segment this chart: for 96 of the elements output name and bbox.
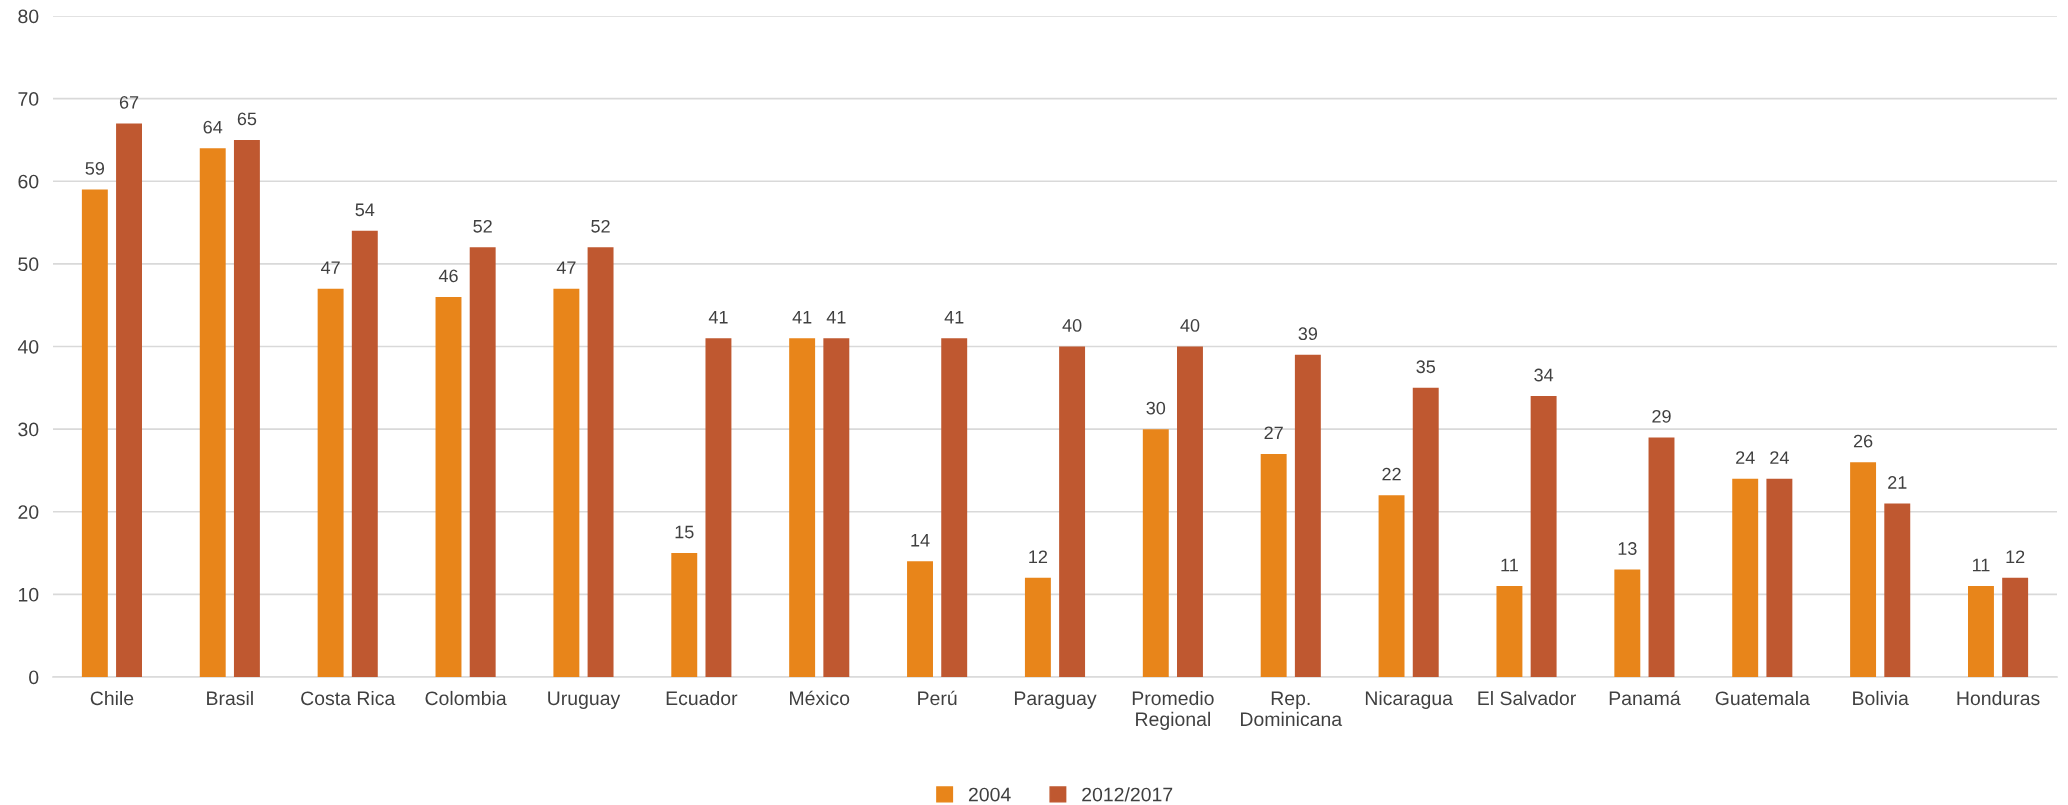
data-label: 67 (119, 95, 139, 109)
data-label: 34 (1534, 368, 1554, 382)
data-label: 52 (591, 219, 610, 233)
data-label: 26 (1853, 434, 1873, 448)
data-label: 47 (320, 261, 340, 274)
data-label: 40 (1180, 319, 1200, 332)
data-label: 11 (1501, 558, 1518, 572)
data-label: 41 (708, 310, 728, 324)
x-tick-label: Nicaragua (1365, 690, 1453, 710)
x-tick-label: Ecuador (666, 690, 738, 706)
data-label: 22 (1382, 467, 1401, 481)
y-tick-label: 0 (29, 670, 39, 685)
bar (81, 189, 108, 677)
y-tick-label: 80 (18, 9, 39, 24)
bar (116, 123, 142, 677)
bar (1496, 586, 1523, 677)
y-tick-label: 60 (18, 174, 39, 189)
bar (199, 148, 226, 677)
data-label: 41 (944, 310, 964, 324)
data-label: 12 (1029, 550, 1048, 563)
legend-label: 2004 (968, 787, 1011, 802)
y-tick-label: 10 (18, 587, 39, 602)
x-tick-label: Costa Rica (301, 690, 396, 706)
x-tick-label: Uruguay (548, 691, 621, 710)
data-label: 64 (203, 120, 223, 134)
x-tick-label: Guatemala (1715, 690, 1810, 706)
bar (1766, 478, 1793, 677)
data-label: 65 (237, 112, 257, 126)
bar (317, 288, 344, 677)
data-label: 40 (1062, 319, 1082, 332)
data-label: 46 (438, 269, 458, 283)
bar (1732, 478, 1759, 677)
data-label: 21 (1888, 476, 1907, 489)
bar (1968, 586, 1994, 677)
bar (1260, 453, 1287, 677)
bar (1412, 387, 1439, 677)
y-tick-label: 70 (18, 92, 39, 106)
data-label: 11 (1972, 558, 1990, 572)
data-label: 54 (355, 203, 375, 217)
data-label: 15 (675, 525, 694, 539)
bar (1378, 495, 1405, 677)
x-tick-label: Colombia (425, 690, 507, 706)
data-label: 27 (1264, 426, 1283, 440)
bar (2002, 577, 2029, 677)
data-label: 12 (2006, 550, 2025, 563)
y-tick-label: 20 (18, 505, 39, 519)
x-tick-label: Perú (918, 690, 957, 706)
bar (1614, 569, 1641, 677)
x-tick-label: Honduras (1957, 690, 2040, 706)
bar (553, 288, 580, 677)
y-tick-label: 40 (17, 339, 39, 354)
x-tick-label: Panamá (1609, 690, 1681, 706)
bar (1294, 354, 1321, 677)
bar (435, 296, 462, 677)
data-label: 52 (473, 219, 492, 233)
y-tick-label: 30 (18, 422, 39, 437)
x-tick-label: Rep. Dominicana (1241, 691, 1343, 727)
data-label: 41 (826, 310, 846, 324)
x-tick-label: El Salvador (1478, 690, 1576, 706)
bar (1850, 462, 1877, 677)
bar (351, 230, 378, 677)
data-label: 41 (792, 310, 812, 324)
bar (1059, 346, 1086, 677)
bar (1142, 429, 1169, 677)
data-label: 24 (1736, 451, 1755, 464)
data-label: 59 (85, 162, 105, 175)
bar (671, 553, 698, 677)
x-tick-label: Brasil (207, 690, 253, 706)
bar (789, 338, 816, 677)
data-label: 14 (911, 534, 930, 547)
bar (1530, 396, 1557, 677)
data-label: 47 (556, 261, 576, 274)
data-label: 39 (1298, 327, 1318, 341)
x-tick-label: Paraguay (1014, 691, 1097, 710)
x-tick-label: Chile (90, 690, 134, 706)
y-tick-label: 50 (18, 257, 39, 272)
data-label: 13 (1618, 542, 1637, 555)
x-tick-label: Bolivia (1853, 690, 1909, 706)
bar (469, 247, 496, 677)
data-label: 29 (1652, 409, 1671, 423)
bar (907, 561, 933, 677)
bar (233, 139, 260, 677)
bar (823, 338, 850, 677)
bar (587, 247, 614, 677)
bar (941, 338, 968, 677)
bar (1177, 346, 1203, 677)
x-tick-label: Promedio Regional (1132, 690, 1214, 730)
bar (1648, 437, 1675, 677)
x-tick-label: México (790, 690, 850, 706)
legend-label: 2012/2017 (1082, 787, 1173, 802)
bar (1024, 577, 1051, 677)
data-label: 30 (1146, 401, 1166, 415)
bar (705, 338, 732, 677)
data-label: 35 (1416, 360, 1436, 374)
data-label: 24 (1770, 451, 1789, 464)
bar (1884, 503, 1911, 677)
